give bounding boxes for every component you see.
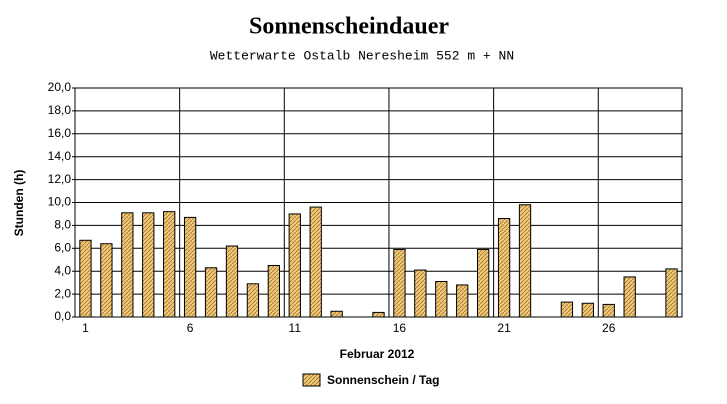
bar: [497, 218, 511, 318]
bar: [602, 303, 615, 318]
bar: [560, 301, 574, 318]
bar: [225, 245, 239, 318]
y-tick-label: 6,0: [54, 240, 71, 254]
bar: [518, 204, 532, 318]
bar: [665, 268, 678, 318]
bar: [309, 206, 322, 318]
y-tick-label: 2,0: [54, 286, 71, 300]
bar: [581, 302, 594, 318]
y-axis-label: Stunden (h): [12, 170, 26, 237]
bar: [183, 216, 197, 318]
chart-title: Sonnenscheindauer: [249, 14, 449, 40]
y-tick-label: 20,0: [48, 80, 72, 94]
x-tick-label: 6: [187, 321, 194, 335]
chart-subtitle: Wetterwarte Ostalb Neresheim 552 m + NN: [210, 48, 514, 63]
bar: [414, 269, 427, 318]
bar: [623, 276, 636, 318]
bar: [246, 283, 260, 318]
y-tick-label: 4,0: [54, 263, 71, 277]
bar: [163, 211, 176, 318]
bar: [288, 213, 301, 318]
bar: [435, 281, 448, 318]
bar: [204, 267, 218, 318]
bar: [142, 212, 155, 318]
bar: [79, 239, 92, 318]
x-tick-label: 1: [82, 321, 89, 335]
x-tick-label: 26: [602, 321, 616, 335]
bar: [477, 248, 490, 318]
y-tick-label: 16,0: [48, 126, 72, 140]
bar: [330, 310, 343, 318]
legend-label: Sonnenschein / Tag: [327, 373, 439, 387]
y-tick-label: 12,0: [48, 172, 72, 186]
y-tick-label: 8,0: [54, 218, 71, 232]
y-tick-label: 10,0: [48, 195, 72, 209]
bar: [456, 284, 469, 318]
y-tick-label: 18,0: [48, 103, 72, 117]
bar: [100, 243, 113, 318]
bar: [121, 212, 134, 318]
x-tick-label: 16: [393, 321, 407, 335]
bar: [393, 248, 406, 318]
y-tick-label: 14,0: [48, 149, 72, 163]
bar: [372, 311, 385, 318]
bar: [267, 264, 280, 318]
legend-swatch: [302, 373, 321, 387]
y-tick-label: 0,0: [54, 309, 71, 323]
x-tick-label: 21: [497, 321, 511, 335]
x-tick-label: 11: [289, 321, 302, 335]
x-axis-label: Februar 2012: [340, 347, 415, 361]
